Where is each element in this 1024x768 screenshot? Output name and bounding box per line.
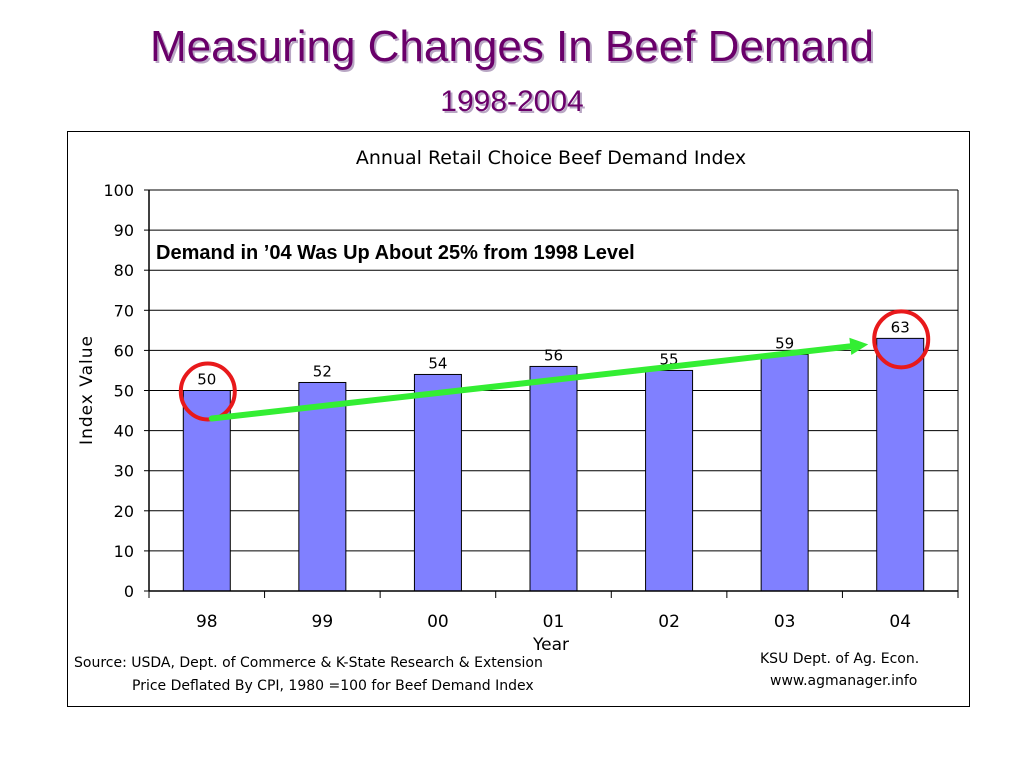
y-tick-label: 50	[114, 382, 134, 401]
bar	[876, 337, 925, 592]
bar-chart: Annual Retail Choice Beef Demand Index I…	[77, 147, 959, 655]
y-tick-label: 70	[114, 301, 134, 320]
chart-frame: Annual Retail Choice Beef Demand Index I…	[67, 131, 970, 707]
data-label: 59	[775, 334, 794, 352]
x-tick-label: 04	[889, 612, 911, 632]
highlight-circle	[178, 361, 237, 422]
credit-line-2: www.agmanager.info	[770, 673, 918, 689]
chart-title: Annual Retail Choice Beef Demand Index	[356, 147, 746, 169]
data-label: 63	[891, 318, 910, 336]
highlight-circle	[872, 309, 931, 370]
x-tick-label: 00	[427, 612, 449, 632]
slide-subtitle: 1998-2004	[440, 85, 584, 118]
source-line-2: Price Deflated By CPI, 1980 =100 for Bee…	[132, 678, 534, 694]
bar	[529, 365, 578, 592]
x-tick-label: 01	[543, 612, 565, 632]
y-tick-label: 20	[114, 502, 134, 521]
data-label: 50	[197, 371, 216, 389]
credit-line-1: KSU Dept. of Ag. Econ.	[760, 651, 920, 667]
bar	[298, 381, 347, 592]
annotation-box	[152, 234, 780, 268]
slide-title: Measuring Changes In Beef Demand	[150, 22, 874, 71]
y-tick-label: 0	[124, 582, 134, 601]
y-tick-label: 100	[103, 181, 134, 200]
trend-arrow-line	[208, 343, 856, 422]
x-axis-label: Year	[532, 635, 569, 655]
x-tick-label: 02	[658, 612, 680, 632]
data-label: 52	[313, 362, 332, 380]
bar	[413, 373, 462, 592]
bar	[182, 390, 231, 592]
y-tick-label: 10	[114, 542, 134, 561]
x-tick-label: 03	[774, 612, 796, 632]
y-tick-label: 90	[114, 221, 134, 240]
y-tick-label: 60	[114, 341, 134, 360]
y-tick-label: 30	[114, 462, 134, 481]
annotation-text: Demand in ’04 Was Up About 25% from 1998…	[156, 242, 635, 264]
bar	[645, 369, 694, 592]
y-tick-label: 80	[114, 261, 134, 280]
bar	[760, 353, 809, 592]
x-tick-label: 98	[196, 612, 218, 632]
trend-arrow-head	[849, 337, 869, 356]
source-line-1: Source: USDA, Dept. of Commerce & K-Stat…	[74, 655, 543, 671]
y-axis-label: Index Value	[77, 335, 97, 445]
y-tick-label: 40	[114, 422, 134, 441]
data-label: 56	[544, 346, 563, 364]
data-label: 54	[428, 354, 447, 372]
x-tick-label: 99	[312, 612, 334, 632]
